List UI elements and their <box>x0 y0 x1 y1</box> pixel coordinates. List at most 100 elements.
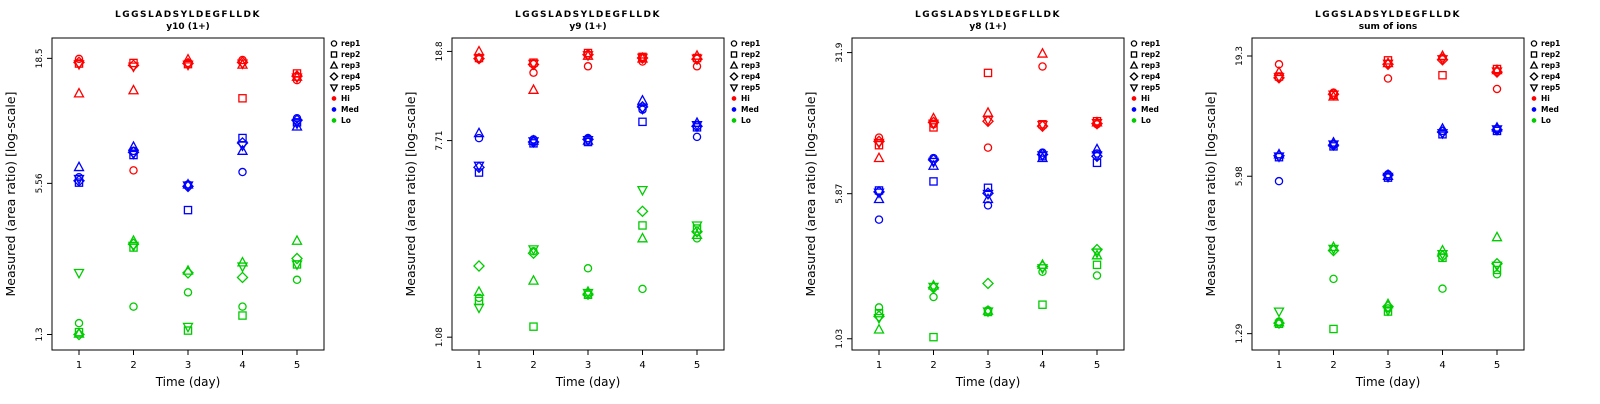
circle-legend-icon <box>730 40 738 47</box>
data-point <box>182 181 194 192</box>
legend-level-label: Hi <box>341 94 350 103</box>
data-point <box>1091 118 1103 130</box>
x-tick-label: 1 <box>876 360 882 371</box>
x-tick-label: 3 <box>185 360 191 371</box>
data-point <box>291 234 303 245</box>
level-dot-icon <box>1531 96 1537 101</box>
data-point <box>73 160 85 172</box>
data-point <box>1382 59 1394 70</box>
legend-level-label: Med <box>1541 105 1559 114</box>
data-point <box>874 215 884 224</box>
level-dot-icon <box>731 96 737 101</box>
y-tick-label: 1.08 <box>435 327 445 347</box>
data-point <box>1038 300 1047 309</box>
triangle-up-legend-icon <box>729 60 739 69</box>
legend-rep-label: rep2 <box>741 50 760 59</box>
square-legend-icon <box>1130 51 1138 58</box>
legend-rep-label: rep1 <box>1141 39 1160 48</box>
data-point <box>582 51 594 62</box>
triangle-up-legend-icon <box>329 60 339 69</box>
data-point <box>1327 240 1340 252</box>
legend-level-label: Hi <box>741 94 750 103</box>
data-point <box>73 60 85 71</box>
data-point <box>238 94 247 103</box>
data-point <box>473 54 485 65</box>
x-tick-label: 1 <box>476 360 482 371</box>
data-point <box>583 264 593 273</box>
data-point <box>1273 316 1285 327</box>
data-point <box>236 137 249 149</box>
legend-level-label: Hi <box>1541 94 1550 103</box>
data-point <box>236 262 249 273</box>
data-point <box>1036 151 1049 162</box>
data-point <box>1382 56 1394 68</box>
y-tick-label: 31.9 <box>835 42 845 62</box>
x-tick-label: 4 <box>639 360 645 371</box>
data-point <box>73 328 85 341</box>
data-point <box>291 260 303 271</box>
data-point <box>691 121 703 132</box>
legend-rep-label: rep3 <box>341 61 360 70</box>
legend-level-label: Med <box>741 105 759 114</box>
data-point <box>1382 306 1394 317</box>
data-point <box>1492 84 1502 94</box>
data-point <box>527 274 540 285</box>
x-tick-label: 2 <box>530 360 536 371</box>
data-point <box>183 326 193 335</box>
data-point <box>73 174 85 187</box>
data-point <box>127 62 140 73</box>
data-point <box>982 106 994 117</box>
level-dot-icon <box>1131 118 1137 123</box>
data-point <box>983 68 993 78</box>
square-legend-icon <box>330 51 338 58</box>
level-dot-icon <box>1131 107 1137 112</box>
legend-level-label: Hi <box>1141 94 1150 103</box>
legend-rep-label: rep4 <box>1141 72 1160 81</box>
data-point <box>692 224 702 233</box>
data-point <box>1038 62 1047 71</box>
data-point <box>927 119 940 130</box>
panel-y10-1: LGGSLADSYLDEGFLLDK y10 (1+) 1 2 3 4 5 Time (day… <box>0 0 400 400</box>
data-point <box>127 84 140 95</box>
legend-level-label: Lo <box>1141 116 1151 125</box>
data-point <box>291 70 303 81</box>
data-point <box>73 174 85 186</box>
data-point <box>236 144 249 155</box>
data-point <box>874 308 884 318</box>
chart-subtitle: y8 (1+) <box>969 22 1006 32</box>
data-point <box>1491 261 1503 272</box>
y-tick-label: 5.98 <box>1235 166 1245 186</box>
data-point <box>527 247 540 260</box>
data-point <box>1091 151 1103 162</box>
level-dot-icon <box>331 118 337 123</box>
data-point <box>236 59 249 70</box>
data-point <box>1436 244 1449 255</box>
circle-legend-icon <box>330 40 338 47</box>
data-point <box>473 260 485 272</box>
legend-level-label: Lo <box>341 116 351 125</box>
triangle-down-legend-icon <box>1529 84 1539 93</box>
data-point <box>982 192 994 204</box>
data-point <box>291 252 303 265</box>
y-axis-label: Measured (area ratio) [log-scale] <box>1203 92 1218 297</box>
data-point <box>73 87 85 98</box>
data-point <box>236 141 249 152</box>
x-axis-label: Time (day) <box>555 375 621 389</box>
y-axis-label: Measured (area ratio) [log-scale] <box>403 92 418 297</box>
y-axis-label: Measured (area ratio) [log-scale] <box>803 92 818 297</box>
level-dot-icon <box>331 96 337 101</box>
data-point <box>183 205 193 215</box>
legend-rep-label: rep1 <box>1541 39 1560 48</box>
triangle-up-legend-icon <box>1129 60 1139 69</box>
triangle-up-legend-icon <box>1529 60 1539 69</box>
data-point <box>873 188 885 199</box>
data-point <box>529 322 538 331</box>
x-tick-label: 2 <box>130 360 136 371</box>
scatter-plot-sum-of-ions: LGGSLADSYLDEGFLLDK sum of ions 1 2 3 4 5 Time (… <box>1203 10 1560 389</box>
legend-rep-label: rep1 <box>741 39 760 48</box>
legend-level-label: Med <box>341 105 359 114</box>
data-point <box>1036 47 1049 58</box>
data-point <box>238 302 247 311</box>
y-tick-label: 1.29 <box>1235 323 1245 343</box>
